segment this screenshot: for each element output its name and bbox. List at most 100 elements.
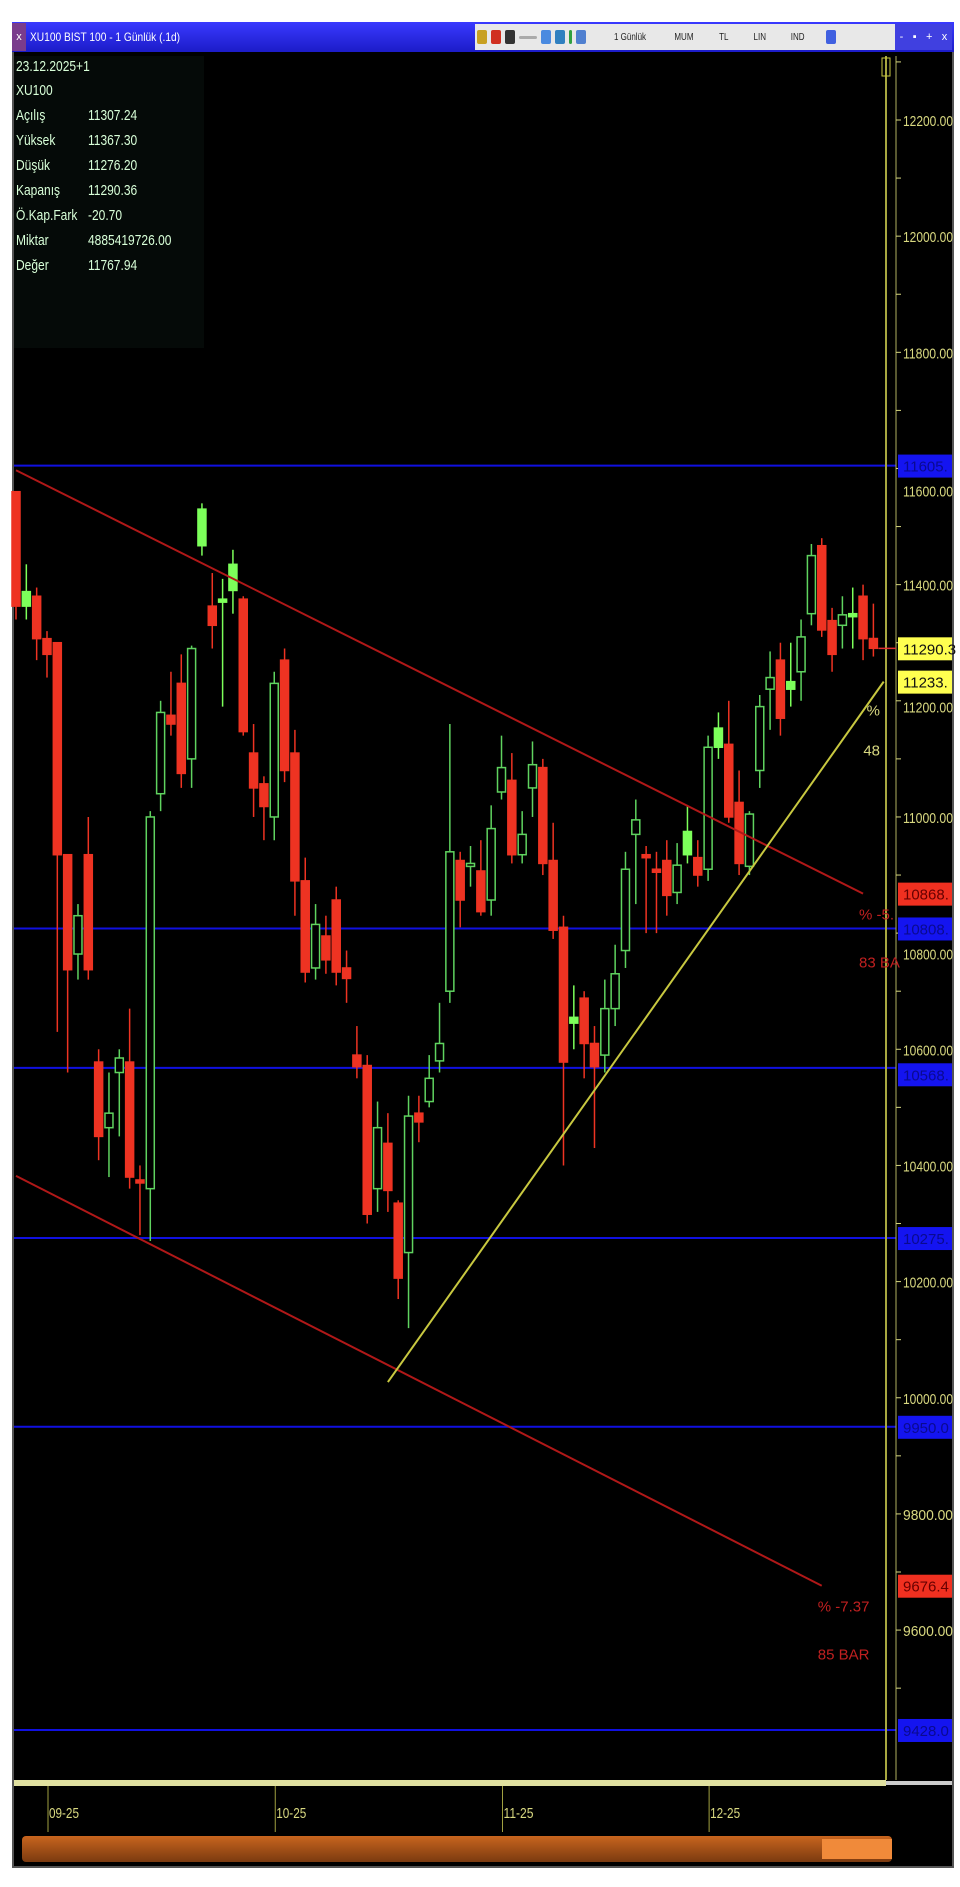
last-price-tag bbox=[898, 637, 952, 661]
candle-body bbox=[662, 859, 672, 897]
candle-body bbox=[238, 598, 249, 733]
candle-body bbox=[197, 508, 207, 547]
time-axis-bar bbox=[14, 1780, 886, 1786]
window-buttons: - ▪ + x bbox=[895, 24, 952, 50]
candle-body bbox=[610, 973, 620, 1010]
level-tag bbox=[898, 1415, 952, 1439]
info-row: Düşük 11276.20 bbox=[16, 157, 137, 181]
info-value: 11307.24 bbox=[88, 107, 138, 124]
indicator-select[interactable]: IND bbox=[790, 31, 805, 43]
info-row: Miktar 4885419726.00 bbox=[16, 232, 171, 256]
candle-body bbox=[486, 827, 496, 901]
candle-body bbox=[155, 711, 166, 795]
candle-body bbox=[847, 612, 858, 618]
candle-body bbox=[631, 819, 641, 836]
level-tag-label: 10275. bbox=[903, 1231, 949, 1248]
maximize-button[interactable]: + bbox=[925, 31, 933, 43]
candle-body bbox=[166, 714, 176, 725]
level-tag-label: 9428.0 bbox=[903, 1723, 949, 1740]
candle-body bbox=[589, 1042, 600, 1068]
candle-body bbox=[217, 598, 228, 603]
candle-body bbox=[259, 783, 269, 808]
chart-toolbar: 1 Günlük MUM TL LIN IND bbox=[475, 24, 895, 50]
period-select[interactable]: 1 Günlük bbox=[614, 31, 647, 43]
info-row: Kapanış 11290.36 bbox=[16, 182, 137, 206]
candle-body bbox=[321, 935, 331, 961]
candle-body bbox=[827, 619, 837, 656]
candle-body bbox=[424, 1077, 434, 1103]
candle-body bbox=[145, 816, 156, 1190]
level-tag-label: 10568. bbox=[903, 1067, 949, 1084]
candle-body bbox=[507, 779, 517, 856]
candle-body bbox=[52, 641, 63, 856]
line-end-tag bbox=[898, 1574, 952, 1598]
trend-line-label: % -5. bbox=[859, 907, 894, 924]
info-label: Düşük bbox=[16, 157, 51, 174]
candle-body bbox=[786, 680, 796, 690]
candle-body bbox=[651, 868, 662, 873]
price-tick-label: 10600.00 bbox=[903, 1042, 953, 1059]
candle-body bbox=[579, 997, 589, 1045]
scrollbar-thumb[interactable] bbox=[822, 1839, 892, 1859]
candle-body bbox=[476, 870, 486, 913]
scale-select[interactable]: LIN bbox=[753, 31, 766, 43]
candle-body bbox=[434, 1042, 445, 1062]
price-tick-label: 12000.00 bbox=[903, 229, 953, 246]
time-axis-bar-end bbox=[886, 1781, 952, 1785]
candle-body bbox=[682, 830, 693, 856]
candle-body bbox=[269, 682, 279, 818]
trendline-icon[interactable] bbox=[569, 30, 572, 44]
close-icon[interactable]: x bbox=[12, 23, 26, 51]
candle-body bbox=[248, 752, 259, 789]
time-tick-label: 11-25 bbox=[504, 1805, 534, 1822]
last-price-label: 11290.3 bbox=[903, 641, 956, 658]
crosshair-icon[interactable] bbox=[576, 30, 586, 44]
candle-body bbox=[765, 676, 775, 690]
close-button[interactable]: x bbox=[941, 31, 948, 43]
candle-body bbox=[31, 595, 42, 640]
line-end-tag bbox=[898, 670, 952, 694]
candle-body bbox=[176, 682, 187, 775]
level-tag-label: 10808. bbox=[903, 921, 949, 938]
info-value: 11276.20 bbox=[88, 157, 138, 174]
price-tick-label: 11200.00 bbox=[903, 700, 953, 717]
copy-icon[interactable] bbox=[505, 30, 515, 44]
channel-line bbox=[15, 469, 864, 895]
candle-body bbox=[114, 1057, 125, 1074]
candle-body bbox=[672, 864, 682, 894]
pen-icon[interactable] bbox=[826, 30, 837, 44]
time-tick-label: 09-25 bbox=[49, 1805, 79, 1822]
candle-body bbox=[724, 743, 734, 818]
horizontal-scrollbar[interactable] bbox=[22, 1836, 892, 1862]
candle-body bbox=[868, 637, 879, 650]
line-end-tag-label: 9676.4 bbox=[903, 1579, 949, 1596]
candle-body bbox=[331, 899, 341, 973]
draw-icon[interactable] bbox=[555, 30, 565, 44]
level-tag bbox=[898, 1718, 952, 1742]
info-symbol: XU100 bbox=[16, 82, 53, 99]
candle-body bbox=[73, 914, 83, 955]
trend-line-label: 83 BA bbox=[859, 955, 900, 972]
restore-button[interactable]: ▪ bbox=[912, 31, 917, 43]
candle-body bbox=[21, 590, 32, 607]
level-tag bbox=[898, 1063, 952, 1087]
dollar-icon[interactable] bbox=[477, 30, 487, 44]
currency-select[interactable]: TL bbox=[719, 31, 729, 43]
line-end-tag-label: 10868. bbox=[903, 887, 949, 904]
candle-body bbox=[558, 926, 569, 1063]
candle-body bbox=[548, 859, 558, 931]
info-value: 11767.94 bbox=[88, 257, 138, 274]
price-tick-label: 11400.00 bbox=[903, 578, 953, 595]
chart-type-select[interactable]: MUM bbox=[674, 31, 694, 43]
alert-icon[interactable] bbox=[491, 30, 501, 44]
level-tag bbox=[898, 1227, 952, 1251]
line-style-icon[interactable] bbox=[519, 35, 537, 39]
level-tag bbox=[898, 917, 952, 941]
level-tag-label: 11605. bbox=[903, 459, 948, 476]
info-row: Yüksek 11367.30 bbox=[16, 132, 137, 156]
zoom-icon[interactable] bbox=[541, 30, 551, 44]
info-label: Yüksek bbox=[16, 132, 56, 149]
candle-body bbox=[569, 1016, 579, 1024]
minimize-button[interactable]: - bbox=[899, 31, 904, 43]
